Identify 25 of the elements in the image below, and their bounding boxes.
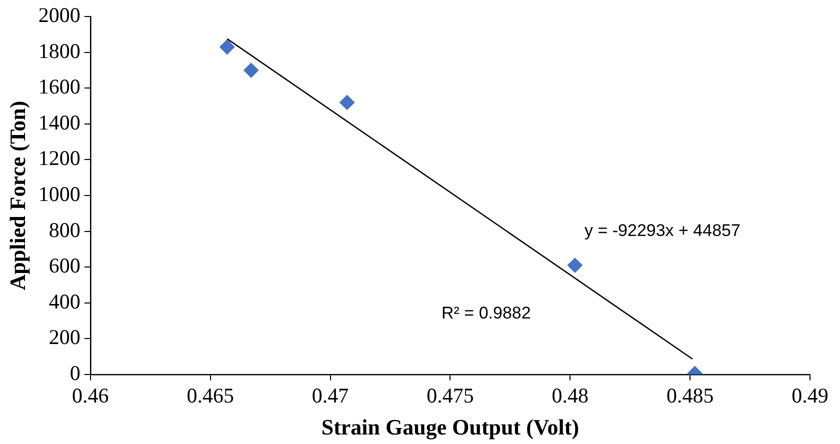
x-tick-label: 0.475 [426, 384, 474, 408]
annotation: R² = 0.9882 [442, 303, 531, 322]
annotation: y = -92293x + 44857 [584, 220, 740, 240]
point [244, 62, 259, 78]
y-tick-label: 1600 [38, 74, 80, 99]
x-tick-label: 0.47 [312, 384, 349, 408]
y-tick-label: 0 [70, 360, 80, 385]
x-tick-label: 0.49 [792, 384, 828, 408]
y-tick-label: 800 [48, 218, 80, 242]
x-tick-label: 0.485 [666, 384, 714, 408]
y-tick-label: 1000 [38, 182, 80, 206]
point [340, 94, 355, 110]
y-axis-title: Applied Force (Ton) [4, 100, 30, 290]
y-tick-label: 400 [48, 289, 80, 314]
x-axis-title: Strain Gauge Output (Volt) [321, 414, 580, 440]
y-tick-label: 600 [48, 254, 80, 278]
x-tick-label: 0.46 [72, 384, 109, 408]
y-tick-label: 2000 [38, 3, 80, 28]
y-tick-label: 200 [48, 325, 80, 350]
y-tick-label: 1400 [38, 110, 80, 134]
y-tick-label: 1200 [38, 146, 80, 170]
x-tick-label: 0.48 [552, 384, 589, 408]
point [220, 40, 235, 55]
x-tick-label: 0.465 [186, 384, 234, 408]
y-tick-label: 1800 [38, 38, 80, 63]
